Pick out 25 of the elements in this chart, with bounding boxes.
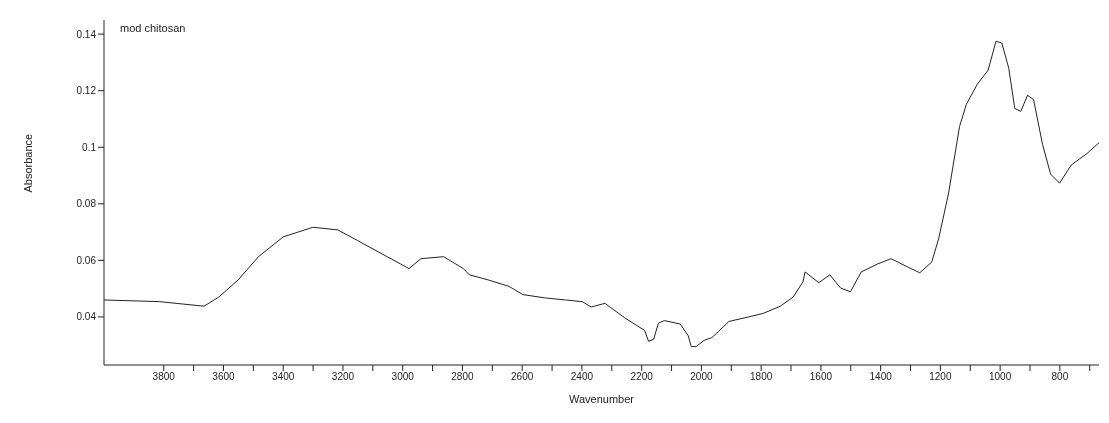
x-tick-label: 800 [1051, 371, 1069, 383]
x-tick-label: 3400 [272, 371, 295, 383]
x-tick-label: 1000 [989, 371, 1012, 383]
x-axis-title: Wavenumber [568, 393, 635, 405]
x-tick-label: 3800 [152, 371, 176, 383]
annotation: mod chitosan [120, 22, 186, 34]
y-tick-label: 0.1 [82, 141, 97, 153]
x-tick-label: 2200 [630, 371, 654, 383]
y-tick-label: 0.14 [76, 28, 97, 40]
x-tick-label: 3600 [212, 371, 236, 383]
x-tick-label: 2400 [570, 371, 594, 383]
y-tick-label: 0.04 [76, 311, 97, 323]
x-tick-label: 3200 [331, 371, 355, 383]
y-tick-label: 0.08 [76, 198, 97, 210]
x-tick-label: 2800 [451, 371, 475, 383]
x-tick-label: 1800 [750, 371, 773, 383]
x-tick-label: 1200 [929, 371, 952, 383]
x-tick-label: 2600 [511, 371, 534, 383]
y-axis-title: Absorbance [21, 133, 34, 193]
x-tick-label: 1400 [869, 371, 893, 383]
x-tick-label: 3000 [391, 371, 415, 383]
x-tick-label: 1600 [809, 371, 833, 383]
y-tick-label: 0.12 [76, 85, 97, 97]
y-tick-label: 0.06 [76, 254, 97, 266]
x-tick-label: 2000 [690, 371, 713, 383]
